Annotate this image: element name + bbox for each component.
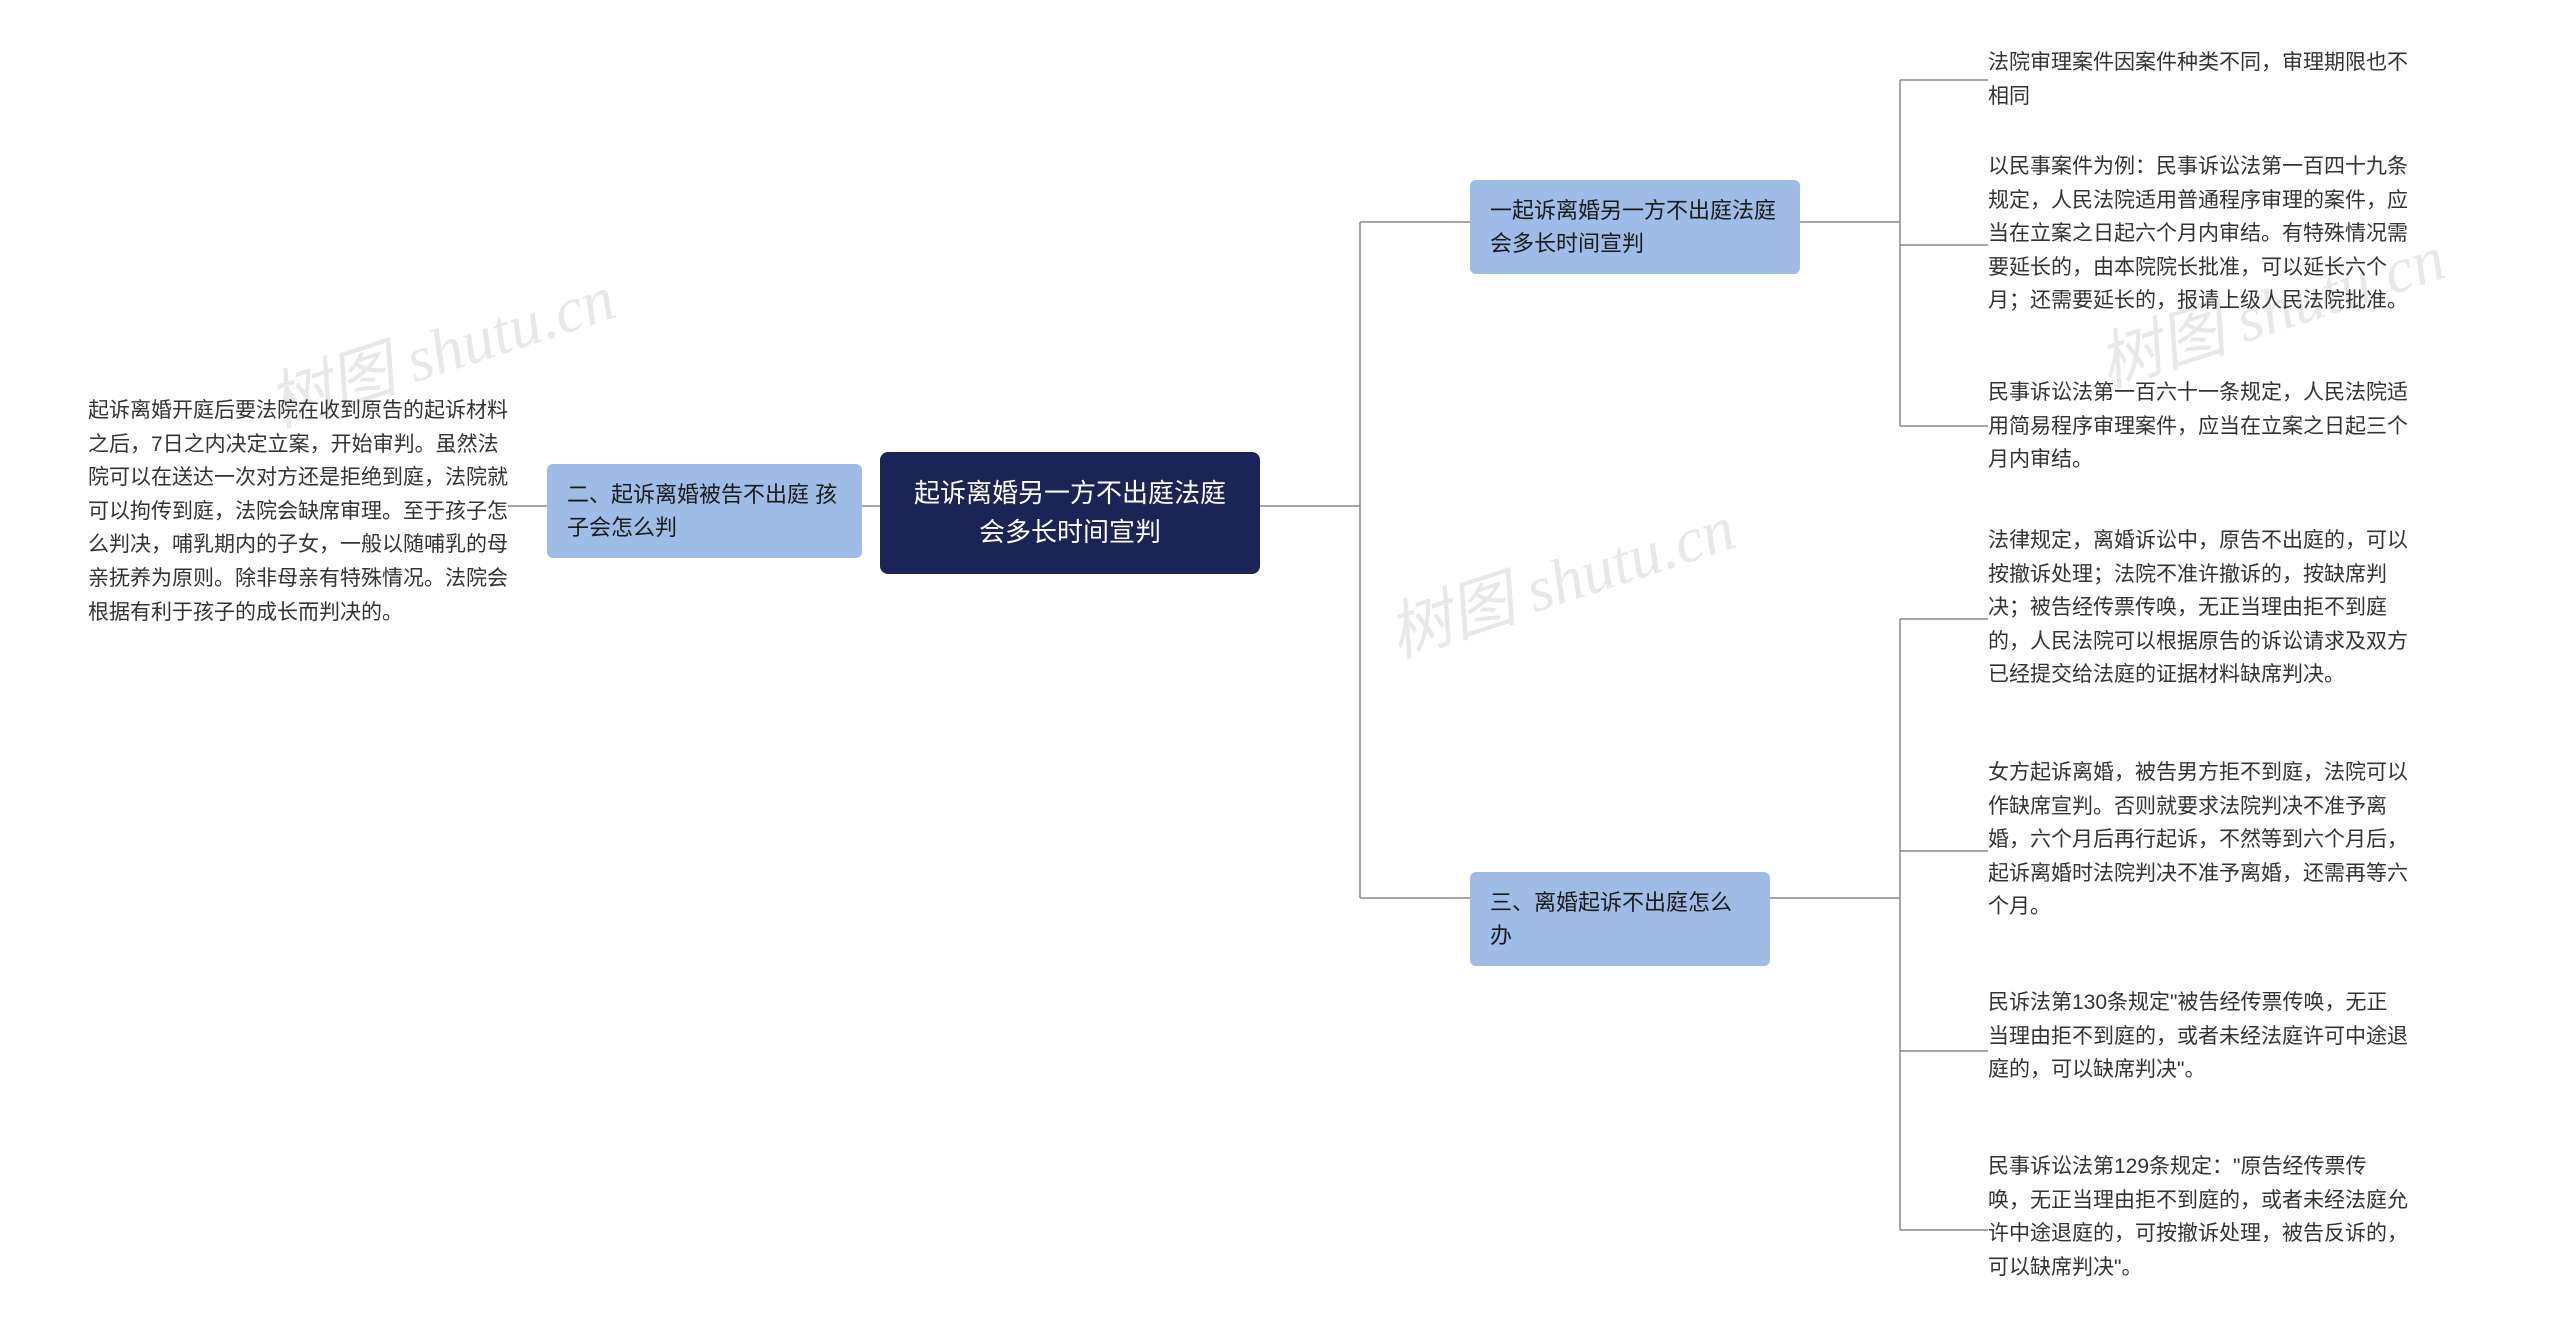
leaf-node: 民事诉讼法第129条规定："原告经传票传唤，无正当理由拒不到庭的，或者未经法庭允… (1988, 1150, 2408, 1284)
branch-node-2[interactable]: 二、起诉离婚被告不出庭 孩子会怎么判 (547, 464, 862, 558)
watermark: 树图 shutu.cn (1375, 477, 1745, 675)
branch-node-1[interactable]: 一起诉离婚另一方不出庭法庭会多长时间宣判 (1470, 180, 1800, 274)
root-node[interactable]: 起诉离婚另一方不出庭法庭会多长时间宣判 (880, 452, 1260, 574)
leaf-node: 以民事案件为例：民事诉讼法第一百四十九条规定，人民法院适用普通程序审理的案件，应… (1988, 150, 2408, 318)
leaf-node: 女方起诉离婚，被告男方拒不到庭，法院可以作缺席宣判。否则就要求法院判决不准予离婚… (1988, 756, 2408, 924)
leaf-node: 民诉法第130条规定"被告经传票传唤，无正当理由拒不到庭的，或者未经法庭许可中途… (1988, 986, 2408, 1087)
mindmap-canvas: 树图 shutu.cn 树图 shutu.cn 树图 shutu.cn (0, 0, 2560, 1322)
leaf-node: 法律规定，离婚诉讼中，原告不出庭的，可以按撤诉处理；法院不准许撤诉的，按缺席判决… (1988, 524, 2408, 692)
branch-node-3[interactable]: 三、离婚起诉不出庭怎么办 (1470, 872, 1770, 966)
leaf-node: 民事诉讼法第一百六十一条规定，人民法院适用简易程序审理案件，应当在立案之日起三个… (1988, 376, 2408, 477)
leaf-node: 起诉离婚开庭后要法院在收到原告的起诉材料之后，7日之内决定立案，开始审判。虽然法… (88, 394, 508, 629)
leaf-node: 法院审理案件因案件种类不同，审理期限也不相同 (1988, 46, 2408, 113)
